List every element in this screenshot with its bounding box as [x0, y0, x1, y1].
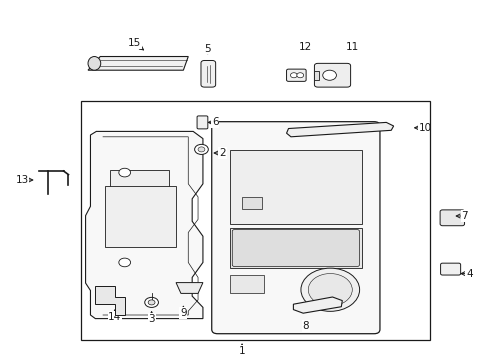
FancyBboxPatch shape	[286, 69, 305, 81]
Circle shape	[290, 73, 297, 78]
Circle shape	[307, 274, 351, 306]
Text: 15: 15	[127, 38, 141, 48]
Text: 7: 7	[460, 211, 467, 221]
Polygon shape	[88, 57, 188, 70]
Circle shape	[148, 300, 155, 305]
Bar	[229, 275, 264, 293]
Circle shape	[322, 70, 336, 80]
Text: 9: 9	[180, 308, 186, 318]
Polygon shape	[293, 297, 342, 313]
Bar	[242, 197, 261, 210]
Bar	[229, 228, 361, 269]
Polygon shape	[286, 122, 393, 137]
FancyBboxPatch shape	[314, 63, 350, 87]
Text: 1: 1	[238, 346, 245, 356]
Bar	[314, 71, 319, 80]
Text: 4: 4	[465, 269, 472, 279]
FancyBboxPatch shape	[211, 122, 379, 334]
Text: 8: 8	[302, 321, 308, 331]
Polygon shape	[95, 286, 124, 315]
Polygon shape	[85, 131, 203, 319]
Circle shape	[119, 168, 130, 177]
Text: 10: 10	[418, 123, 431, 133]
FancyBboxPatch shape	[232, 230, 359, 266]
FancyBboxPatch shape	[201, 60, 215, 87]
Ellipse shape	[88, 57, 101, 70]
Text: 14: 14	[108, 312, 122, 322]
Bar	[229, 150, 361, 224]
Circle shape	[296, 73, 303, 78]
FancyBboxPatch shape	[439, 210, 464, 226]
Bar	[105, 186, 176, 247]
Circle shape	[144, 297, 158, 307]
Text: 13: 13	[15, 175, 29, 185]
Polygon shape	[176, 283, 203, 293]
Circle shape	[300, 268, 359, 311]
Text: 6: 6	[211, 117, 218, 127]
Text: 3: 3	[148, 314, 155, 324]
Text: 5: 5	[204, 44, 211, 54]
Text: 12: 12	[298, 42, 312, 52]
FancyBboxPatch shape	[440, 263, 460, 275]
Bar	[110, 170, 168, 203]
Text: 2: 2	[219, 148, 225, 158]
Text: 11: 11	[345, 42, 358, 52]
FancyBboxPatch shape	[197, 116, 207, 129]
Circle shape	[194, 144, 208, 154]
Bar	[81, 101, 429, 340]
Circle shape	[198, 147, 204, 152]
Circle shape	[119, 258, 130, 267]
